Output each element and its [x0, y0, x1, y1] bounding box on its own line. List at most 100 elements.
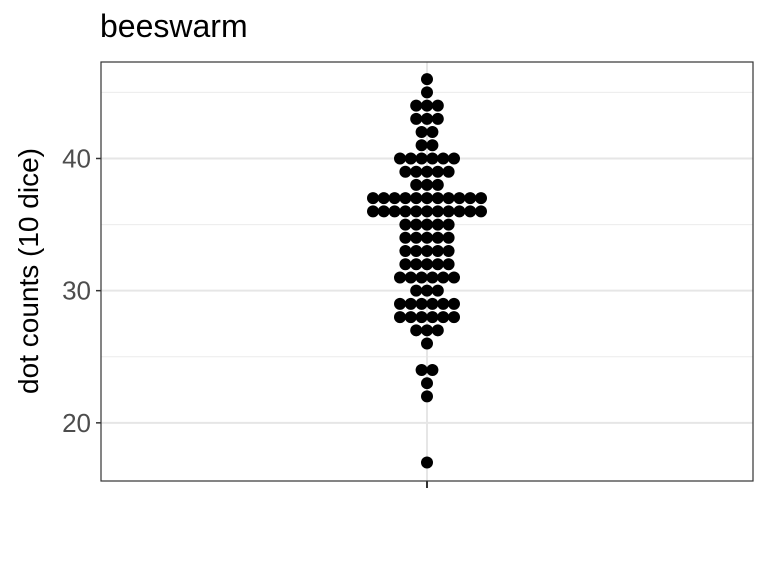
data-point — [415, 271, 428, 284]
data-point — [437, 311, 450, 324]
data-point — [399, 231, 412, 244]
data-point — [415, 152, 428, 165]
data-point — [421, 337, 433, 350]
data-point — [431, 231, 444, 244]
data-point — [399, 165, 412, 178]
data-point — [426, 271, 439, 284]
y-tick-label: 40 — [62, 143, 91, 173]
data-point — [394, 152, 406, 165]
data-point — [410, 284, 423, 297]
data-point — [421, 99, 433, 112]
data-point — [431, 258, 444, 271]
data-point — [415, 126, 428, 139]
data-point — [410, 205, 423, 218]
data-point — [431, 99, 444, 112]
data-point — [431, 192, 444, 205]
data-point — [421, 178, 433, 191]
data-point — [421, 86, 433, 99]
data-point — [426, 363, 439, 376]
data-point — [399, 205, 412, 218]
data-point — [442, 192, 455, 205]
data-point — [415, 311, 428, 324]
data-point — [377, 192, 390, 205]
data-point — [448, 152, 460, 165]
data-point — [367, 205, 379, 218]
data-point — [421, 456, 433, 469]
data-point — [453, 205, 466, 218]
data-point — [415, 363, 428, 376]
data-point — [421, 231, 433, 244]
data-point — [399, 218, 412, 231]
data-point — [421, 284, 433, 297]
data-point — [421, 218, 433, 231]
data-point — [475, 192, 487, 205]
data-point — [404, 152, 417, 165]
data-point — [437, 271, 450, 284]
data-point — [448, 311, 460, 324]
data-point — [410, 178, 423, 191]
data-point — [410, 245, 423, 258]
data-point — [410, 192, 423, 205]
data-point — [431, 245, 444, 258]
data-point — [431, 205, 444, 218]
data-point — [464, 192, 477, 205]
data-point — [426, 126, 439, 139]
data-point — [437, 152, 450, 165]
data-point — [453, 192, 466, 205]
data-point — [475, 205, 487, 218]
data-point — [442, 245, 455, 258]
data-point — [404, 297, 417, 310]
data-point — [431, 324, 444, 337]
data-point — [426, 297, 439, 310]
data-points — [367, 73, 487, 469]
data-point — [415, 139, 428, 152]
data-point — [410, 324, 423, 337]
y-tick-label: 30 — [62, 276, 91, 306]
data-point — [410, 112, 423, 125]
data-point — [421, 390, 433, 403]
data-point — [431, 112, 444, 125]
chart-title: beeswarm — [100, 8, 248, 44]
data-point — [426, 139, 439, 152]
data-point — [367, 192, 379, 205]
data-point — [421, 73, 433, 86]
data-point — [431, 165, 444, 178]
data-point — [448, 297, 460, 310]
data-point — [437, 297, 450, 310]
data-point — [388, 205, 401, 218]
data-point — [415, 297, 428, 310]
data-point — [464, 205, 477, 218]
data-point — [442, 231, 455, 244]
grid-lines — [101, 62, 753, 481]
data-point — [394, 311, 406, 324]
data-point — [404, 311, 417, 324]
data-point — [431, 284, 444, 297]
data-point — [410, 258, 423, 271]
data-point — [421, 377, 433, 390]
data-point — [426, 311, 439, 324]
data-point — [377, 205, 390, 218]
data-point — [421, 205, 433, 218]
data-point — [399, 245, 412, 258]
data-point — [410, 218, 423, 231]
data-point — [421, 192, 433, 205]
data-point — [421, 324, 433, 337]
data-point — [410, 99, 423, 112]
data-point — [399, 192, 412, 205]
data-point — [394, 297, 406, 310]
data-point — [399, 258, 412, 271]
data-point — [394, 271, 406, 284]
data-point — [431, 218, 444, 231]
data-point — [421, 245, 433, 258]
data-point — [388, 192, 401, 205]
y-axis: 20 30 40 — [62, 143, 101, 438]
data-point — [442, 218, 455, 231]
data-point — [421, 165, 433, 178]
y-tick-label: 20 — [62, 408, 91, 438]
data-point — [410, 231, 423, 244]
data-point — [442, 258, 455, 271]
data-point — [426, 152, 439, 165]
y-axis-title: dot counts (10 dice) — [13, 148, 44, 394]
data-point — [421, 258, 433, 271]
